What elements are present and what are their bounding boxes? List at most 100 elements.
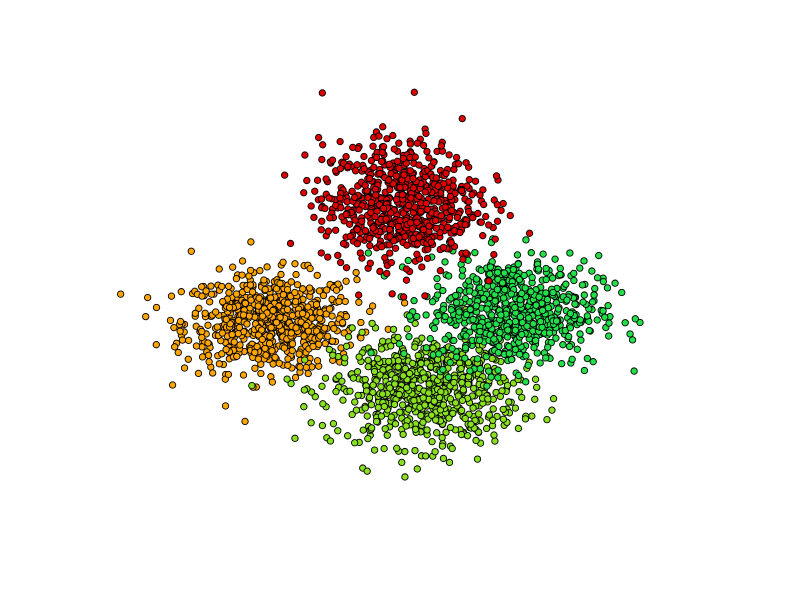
- scatter-point-series-3: [427, 335, 433, 341]
- scatter-point-series-2: [269, 379, 275, 385]
- scatter-point-series-1: [370, 143, 376, 149]
- scatter-point-series-1: [424, 148, 430, 154]
- scatter-point-series-2: [205, 352, 211, 358]
- scatter-point-series-3: [431, 325, 437, 331]
- scatter-point-series-4: [532, 396, 538, 402]
- scatter-point-series-1: [422, 293, 428, 299]
- scatter-point-series-1: [408, 195, 414, 201]
- scatter-point-series-1: [343, 153, 349, 159]
- scatter-point-series-2: [293, 325, 299, 331]
- scatter-point-series-4: [544, 416, 550, 422]
- scatter-point-series-2: [296, 351, 302, 357]
- scatter-point-series-4: [381, 445, 387, 451]
- scatter-point-series-3: [528, 250, 534, 256]
- scatter-point-series-2: [261, 277, 267, 283]
- scatter-point-series-2: [193, 343, 199, 349]
- scatter-point-series-3: [446, 273, 452, 279]
- scatter-point-series-2: [169, 382, 175, 388]
- scatter-point-series-3: [501, 295, 507, 301]
- scatter-point-series-1: [281, 172, 287, 178]
- scatter-point-series-1: [406, 202, 412, 208]
- scatter-point-series-1: [335, 252, 341, 258]
- scatter-point-series-1: [486, 278, 492, 284]
- scatter-point-series-3: [462, 345, 468, 351]
- scatter-point-series-3: [523, 353, 529, 359]
- scatter-point-series-1: [349, 188, 355, 194]
- scatter-point-series-3: [406, 313, 412, 319]
- scatter-point-series-4: [426, 381, 432, 387]
- scatter-point-series-3: [470, 316, 476, 322]
- scatter-point-series-3: [631, 368, 637, 374]
- scatter-point-series-2: [225, 371, 231, 377]
- scatter-point-series-2: [292, 261, 298, 267]
- scatter-point-series-2: [247, 267, 253, 273]
- scatter-point-series-4: [473, 437, 479, 443]
- scatter-point-series-3: [459, 267, 465, 273]
- scatter-point-series-4: [391, 401, 397, 407]
- scatter-point-series-4: [327, 438, 333, 444]
- scatter-point-series-3: [462, 295, 468, 301]
- scatter-point-series-3: [508, 356, 514, 362]
- scatter-point-series-3: [472, 249, 478, 255]
- scatter-point-series-3: [586, 327, 592, 333]
- scatter-point-series-3: [480, 295, 486, 301]
- scatter-point-series-3: [467, 306, 473, 312]
- scatter-point-series-4: [378, 413, 384, 419]
- scatter-point-series-1: [414, 241, 420, 247]
- scatter-point-series-3: [557, 271, 563, 277]
- scatter-point-series-1: [343, 211, 349, 217]
- scatter-point-series-4: [420, 395, 426, 401]
- scatter-point-series-1: [494, 218, 500, 224]
- scatter-point-series-1: [362, 182, 368, 188]
- scatter-point-series-4: [405, 406, 411, 412]
- scatter-point-series-2: [225, 283, 231, 289]
- scatter-point-series-3: [589, 268, 595, 274]
- scatter-point-series-1: [459, 187, 465, 193]
- scatter-point-series-4: [350, 375, 356, 381]
- scatter-point-series-1: [366, 235, 372, 241]
- scatter-point-series-1: [411, 89, 417, 95]
- scatter-point-series-3: [512, 304, 518, 310]
- scatter-point-series-1: [401, 172, 407, 178]
- scatter-point-series-3: [546, 330, 552, 336]
- scatter-point-series-4: [330, 420, 336, 426]
- scatter-point-series-3: [429, 299, 435, 305]
- scatter-point-series-3: [515, 261, 521, 267]
- scatter-point-series-3: [552, 256, 558, 262]
- scatter-point-series-4: [414, 466, 420, 472]
- scatter-point-series-2: [314, 358, 320, 364]
- scatter-point-series-1: [433, 225, 439, 231]
- scatter-point-series-2: [320, 292, 326, 298]
- scatter-point-series-1: [340, 240, 346, 246]
- scatter-point-series-4: [429, 438, 435, 444]
- scatter-point-series-1: [323, 176, 329, 182]
- scatter-point-series-1: [416, 234, 422, 240]
- scatter-point-series-3: [463, 333, 469, 339]
- scatter-point-series-3: [488, 374, 494, 380]
- scatter-point-series-4: [302, 357, 308, 363]
- scatter-point-series-4: [351, 440, 357, 446]
- scatter-point-series-1: [332, 227, 338, 233]
- scatter-point-series-2: [322, 340, 328, 346]
- scatter-point-series-2: [188, 248, 194, 254]
- scatter-point-series-1: [466, 176, 472, 182]
- scatter-point-series-2: [329, 313, 335, 319]
- scatter-point-series-1: [446, 214, 452, 220]
- scatter-point-series-1: [319, 142, 325, 148]
- scatter-point-series-1: [410, 185, 416, 191]
- scatter-point-series-3: [592, 285, 598, 291]
- scatter-point-series-3: [580, 299, 586, 305]
- scatter-point-series-1: [304, 177, 310, 183]
- scatter-point-series-1: [466, 198, 472, 204]
- scatter-point-series-1: [376, 133, 382, 139]
- scatter-point-series-1: [407, 168, 413, 174]
- scatter-point-series-3: [467, 368, 473, 374]
- scatter-point-series-1: [350, 144, 356, 150]
- scatter-point-series-2: [185, 337, 191, 343]
- scatter-point-series-3: [627, 331, 633, 337]
- scatter-point-series-2: [206, 359, 212, 365]
- scatter-point-series-2: [242, 300, 248, 306]
- scatter-point-series-2: [306, 285, 312, 291]
- scatter-point-series-2: [240, 312, 246, 318]
- scatter-point-series-3: [530, 328, 536, 334]
